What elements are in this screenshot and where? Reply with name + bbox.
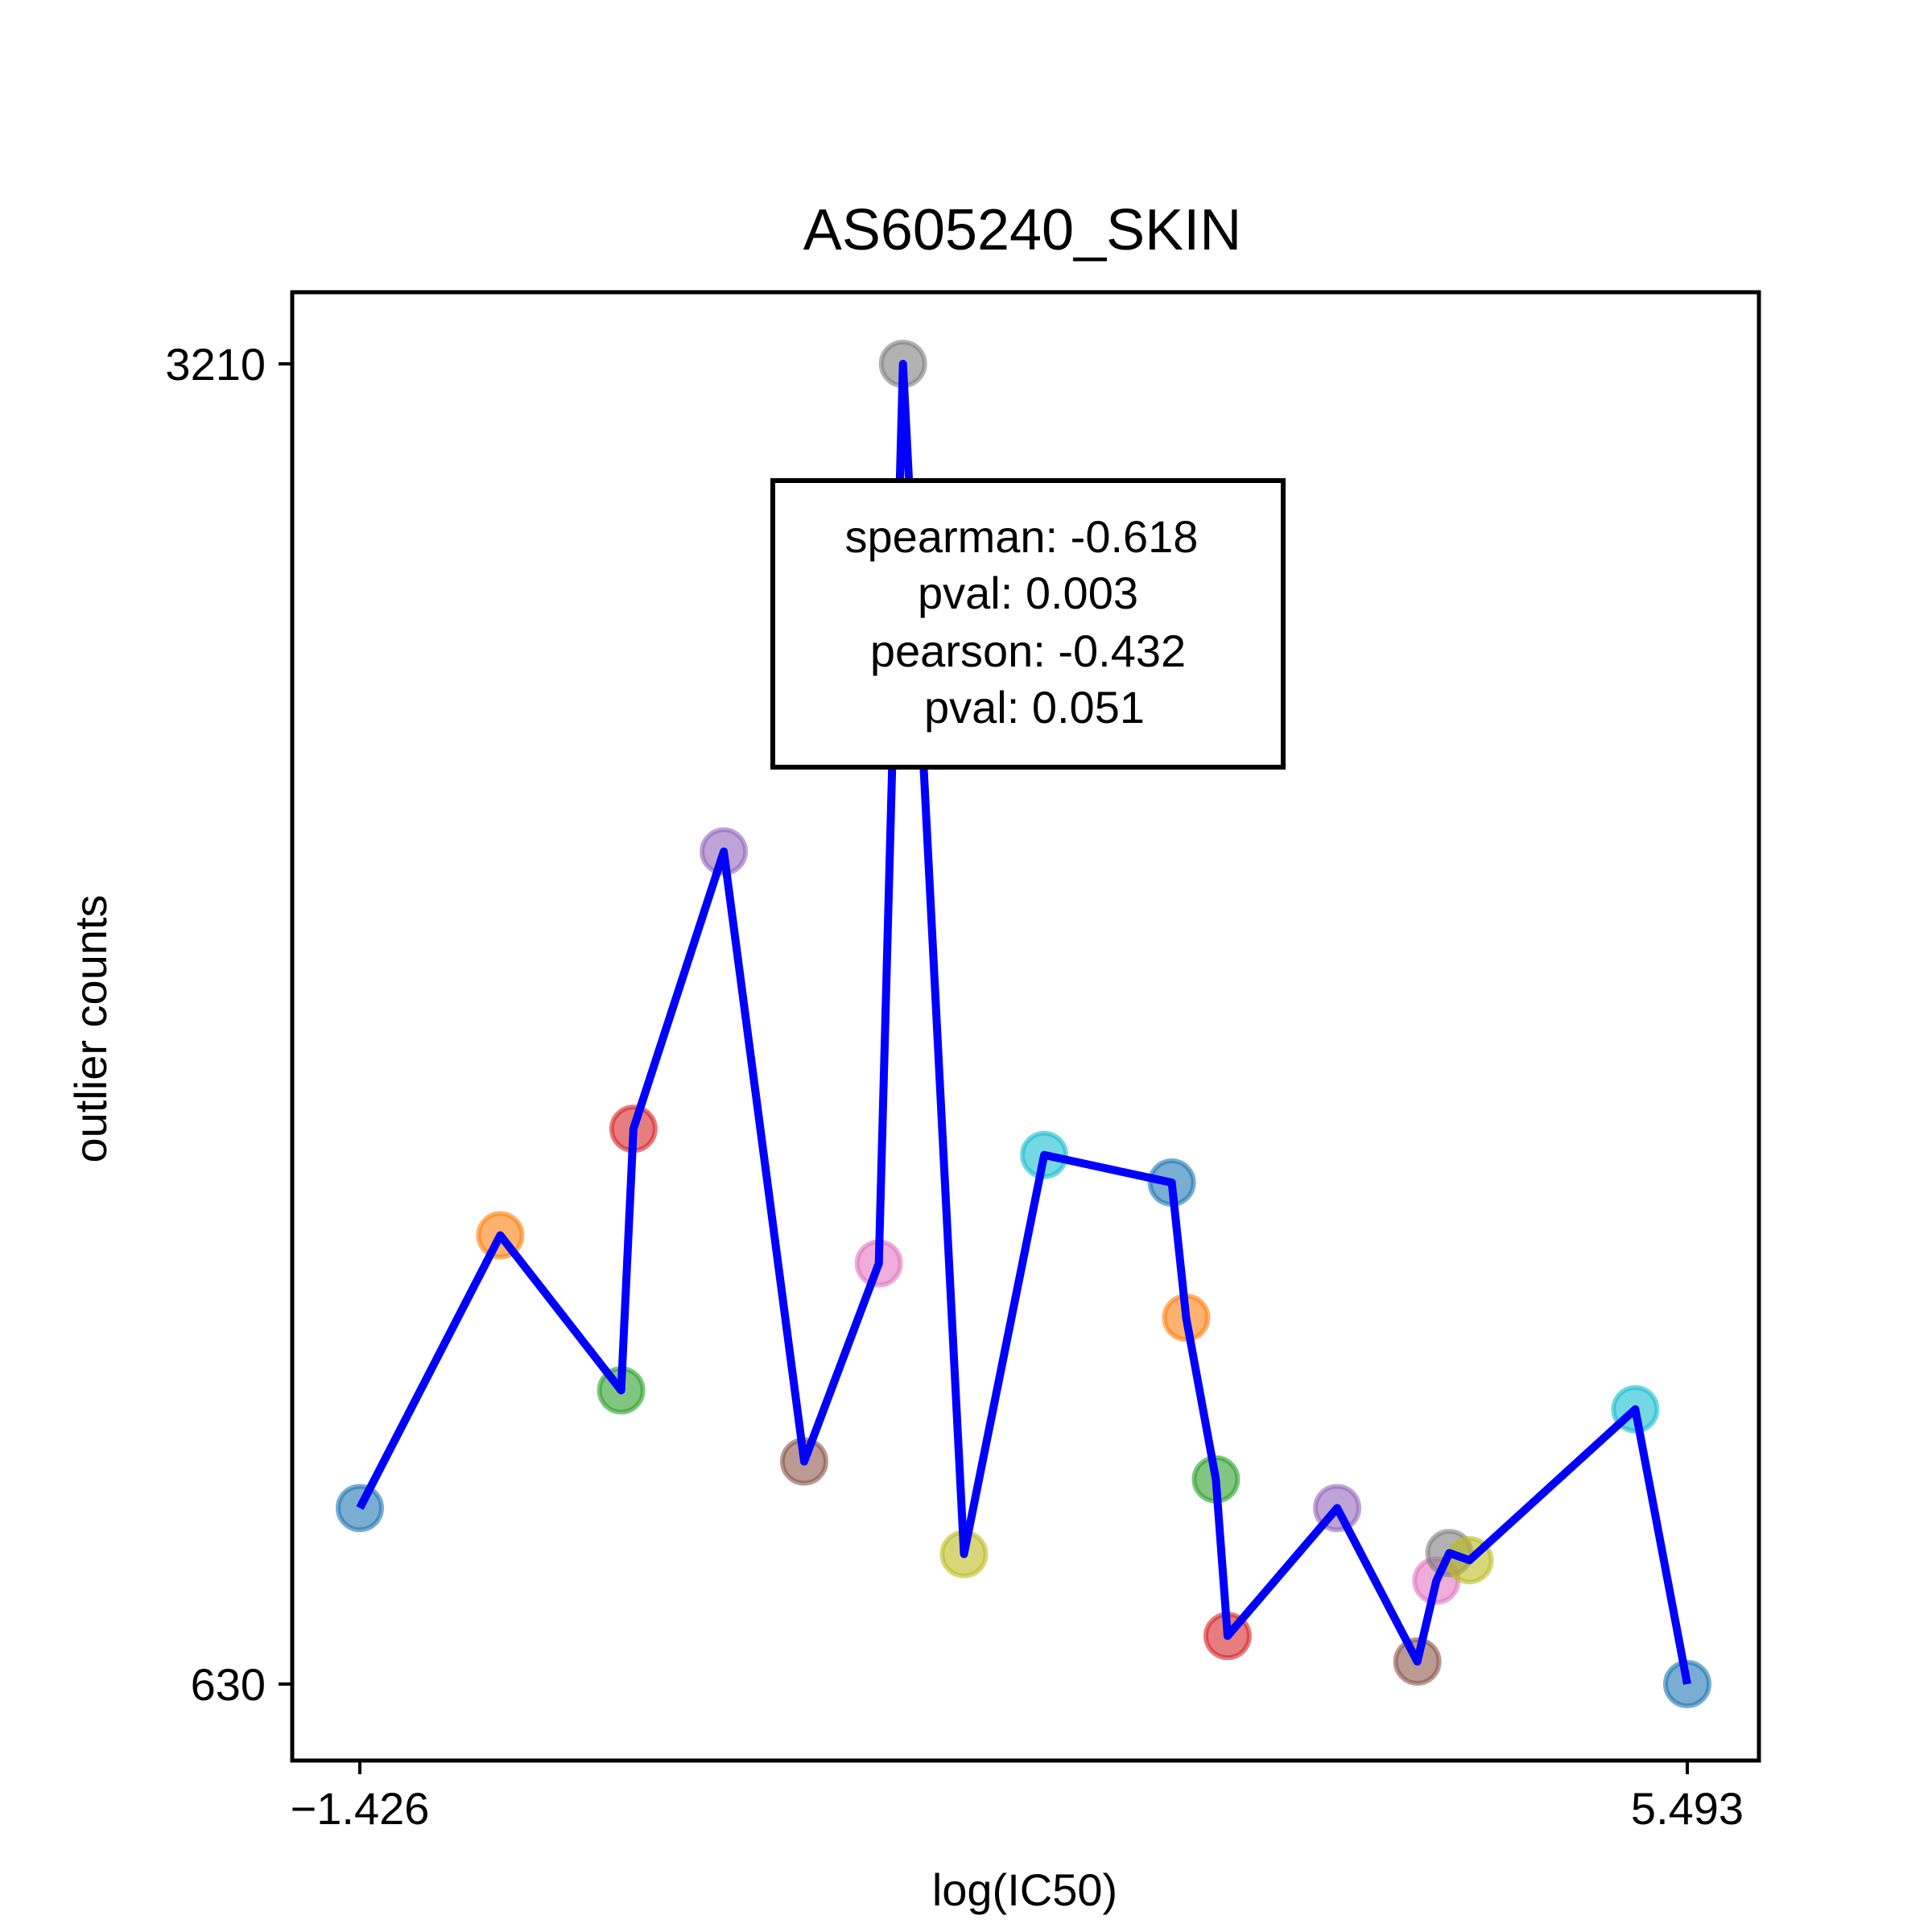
y-axis-label: outlier counts (65, 894, 116, 1162)
stats-annotation: spearman: -0.618 pval: 0.003 pearson: -0… (770, 478, 1286, 770)
stats-box (770, 478, 1286, 770)
spearman-pval-label: pval: 0.003 (918, 568, 1138, 618)
x-axis-label: log(IC50) (932, 1864, 1117, 1915)
data-marks (336, 340, 1711, 1708)
chart-title: AS605240_SKIN (803, 198, 1241, 262)
x-tick-label-max: 5.493 (1631, 1783, 1744, 1834)
pearson-label: pearson: -0.432 (870, 625, 1186, 676)
pearson-pval-label: pval: 0.051 (924, 682, 1145, 733)
y-tick-label-min: 630 (191, 1659, 266, 1710)
y-tick-label-max: 3210 (165, 339, 266, 390)
series-line (356, 360, 1691, 1685)
plot-frame (290, 290, 1761, 1763)
spearman-label: spearman: -0.618 (845, 511, 1199, 562)
x-tick-label-min: −1.426 (291, 1783, 430, 1834)
